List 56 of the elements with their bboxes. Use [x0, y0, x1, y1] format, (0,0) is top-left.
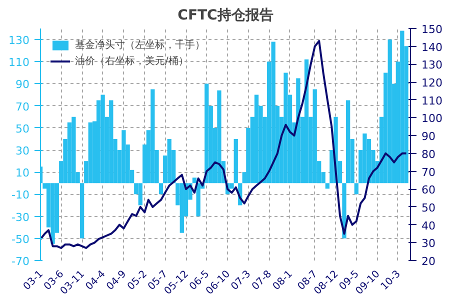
bar	[234, 138, 238, 184]
y2-tick-label: 90	[422, 130, 436, 144]
y-tick-label: 10	[16, 166, 30, 180]
bar	[192, 178, 197, 184]
y-tick-label: 130	[8, 34, 30, 48]
y-tick-label: 70	[16, 100, 30, 114]
bar	[88, 122, 92, 184]
y2-tick-label: 60	[422, 184, 436, 197]
y2-tick-label: 140	[422, 40, 442, 54]
bar	[100, 94, 105, 184]
y2-tick-label: 110	[422, 94, 442, 108]
y-tick-label: 50	[16, 122, 30, 136]
bar	[296, 78, 300, 184]
bar	[284, 72, 288, 184]
bar	[354, 183, 358, 194]
bar	[167, 138, 172, 184]
line-series	[40, 40, 408, 250]
y2-tick-label: 70	[422, 166, 436, 179]
bar	[138, 183, 142, 206]
y2-tick-label: 120	[422, 76, 442, 90]
y2-tick-label: 20	[422, 255, 436, 268]
bar	[388, 40, 392, 184]
y-tick-label: -30	[12, 210, 30, 224]
bar	[109, 100, 114, 184]
chart-title: CFTC持仓报告	[178, 8, 274, 24]
bar	[271, 42, 276, 184]
y2-tick-label: 40	[422, 219, 436, 232]
bar	[254, 94, 259, 184]
legend-label: 基金净头寸（左坐标，千手）	[75, 38, 205, 52]
bar	[80, 183, 84, 238]
y2-tick-label: 30	[422, 237, 436, 250]
bar	[217, 90, 222, 184]
y-tick-label: -50	[12, 232, 30, 246]
bar	[72, 116, 76, 184]
bar	[180, 183, 184, 233]
y-tick-label: 30	[16, 144, 30, 158]
bar	[50, 183, 55, 244]
bar	[204, 84, 209, 184]
y2-tick-label: 80	[422, 148, 436, 161]
bar	[325, 183, 330, 189]
bar	[400, 30, 404, 184]
legend-label: 油价（右坐标，美元/桶）	[75, 54, 188, 68]
y2-tick-label: 50	[422, 201, 436, 214]
bar	[312, 89, 317, 184]
bar	[158, 183, 164, 194]
y-tick-label: -70	[12, 255, 30, 268]
y-tick-label: 90	[16, 78, 30, 92]
y-tick-label: -10	[12, 188, 30, 202]
y2-tick-label: 100	[422, 112, 442, 126]
bar	[362, 133, 367, 184]
y2-tick-label: 130	[422, 58, 442, 72]
y-tick-label: 110	[8, 56, 30, 70]
y2-tick-label: 150	[422, 23, 442, 36]
bar	[196, 183, 200, 216]
bar	[122, 130, 126, 184]
bar	[150, 89, 155, 184]
